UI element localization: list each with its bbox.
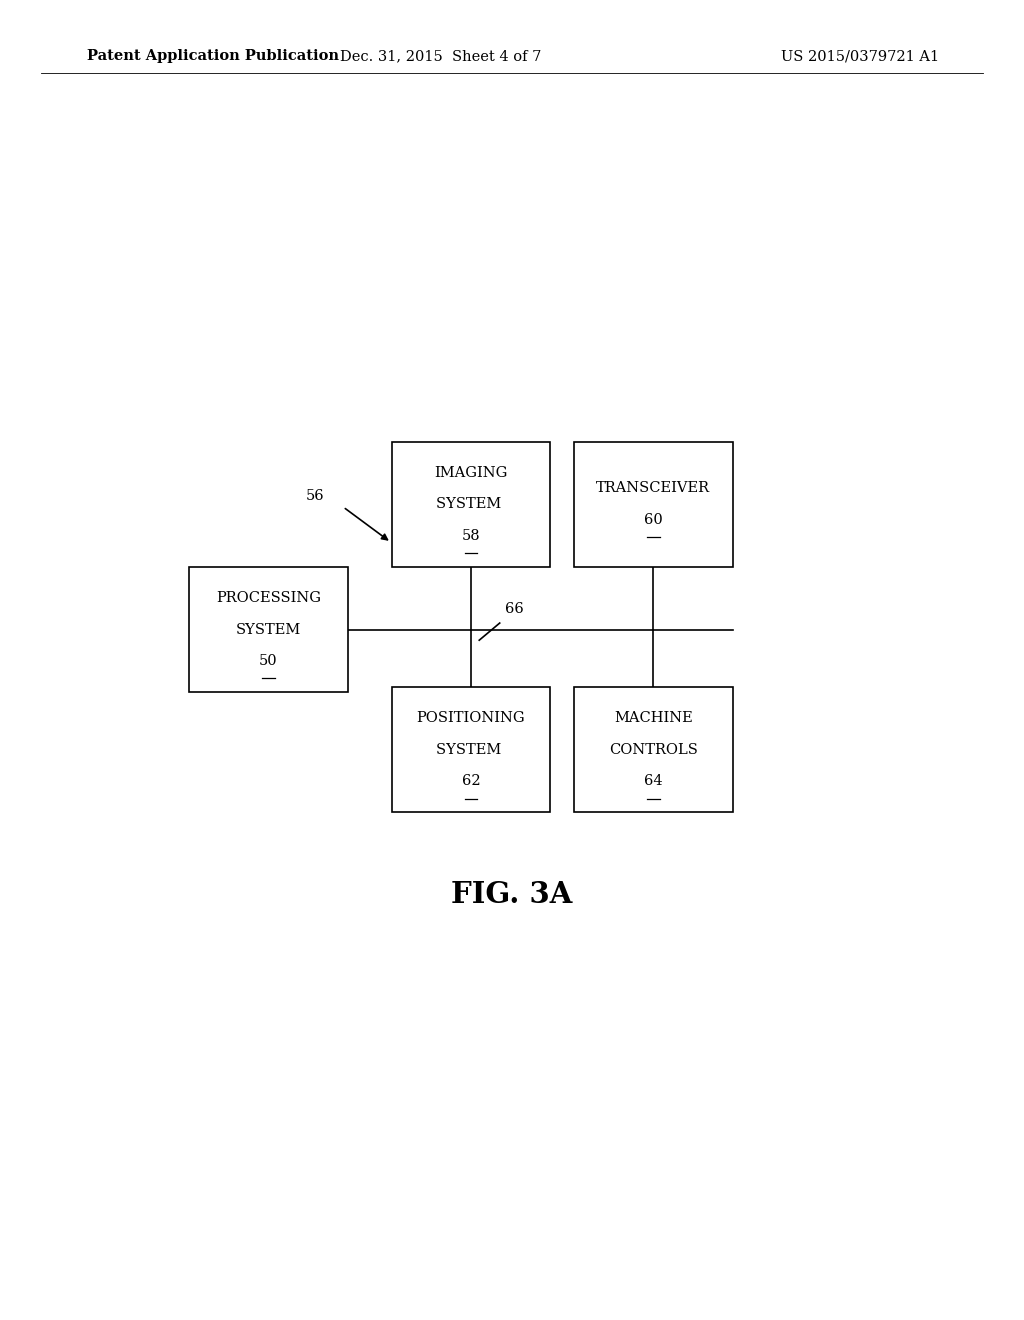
Text: PROCESSING: PROCESSING [216,591,321,605]
Text: 62: 62 [462,775,480,788]
Text: SYSTEM: SYSTEM [436,743,506,756]
Text: 56: 56 [306,490,325,503]
Bar [188,568,348,692]
Text: 58: 58 [462,529,480,543]
Text: 64: 64 [644,775,663,788]
Text: 60: 60 [644,513,663,527]
Text: FIG. 3A: FIG. 3A [452,880,572,909]
Bar [573,686,733,812]
Text: US 2015/0379721 A1: US 2015/0379721 A1 [781,49,939,63]
Text: MACHINE: MACHINE [614,711,692,725]
Bar [573,441,733,568]
Text: 50: 50 [259,655,278,668]
Text: POSITIONING: POSITIONING [417,711,525,725]
Bar [391,686,551,812]
Text: TRANSCEIVER: TRANSCEIVER [596,482,711,495]
Text: Dec. 31, 2015  Sheet 4 of 7: Dec. 31, 2015 Sheet 4 of 7 [340,49,541,63]
Text: SYSTEM: SYSTEM [436,498,506,511]
Text: Patent Application Publication: Patent Application Publication [87,49,339,63]
Text: IMAGING: IMAGING [434,466,508,479]
Text: CONTROLS: CONTROLS [609,743,697,756]
Text: SYSTEM: SYSTEM [236,623,301,636]
Text: 66: 66 [505,602,523,616]
Bar [391,441,551,568]
